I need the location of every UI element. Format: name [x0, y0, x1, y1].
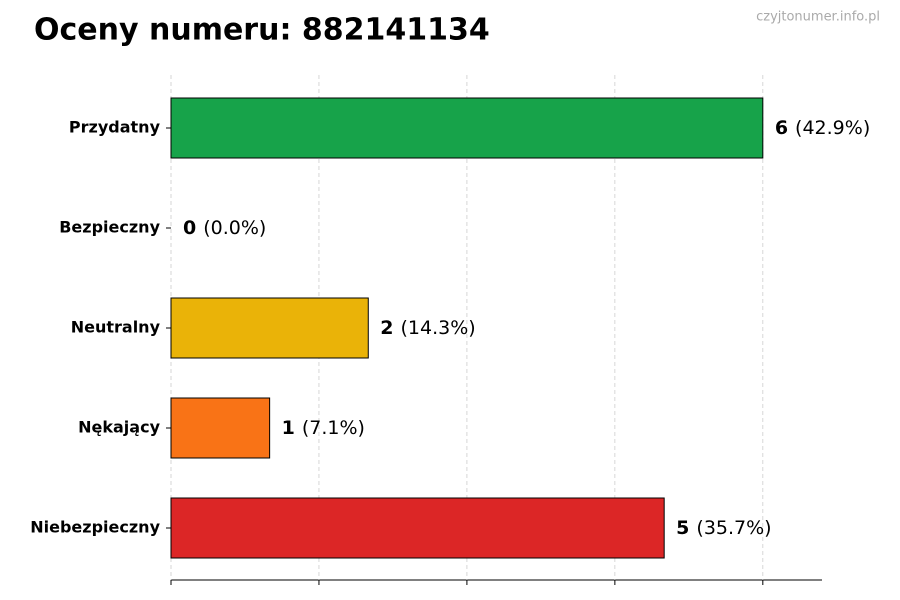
- value-label: 1 (7.1%): [282, 417, 365, 439]
- value-number: 5: [676, 517, 689, 539]
- value-number: 0: [183, 217, 196, 239]
- value-label: 2 (14.3%): [380, 317, 475, 339]
- value-percent: (7.1%): [302, 417, 365, 439]
- value-percent: (42.9%): [795, 117, 870, 139]
- chart-title: Oceny numeru: 882141134: [34, 13, 490, 48]
- y-tick-label: Neutralny: [71, 318, 161, 337]
- bar: [170, 297, 369, 359]
- value-label: 6 (42.9%): [775, 117, 870, 139]
- value-percent: (14.3%): [401, 317, 476, 339]
- bar: [170, 497, 665, 559]
- y-tick-label: Niebezpieczny: [30, 518, 160, 537]
- watermark: czyjtonumer.info.pl: [756, 10, 880, 25]
- bar: [170, 397, 271, 459]
- value-number: 1: [282, 417, 295, 439]
- value-number: 6: [775, 117, 788, 139]
- y-tick-label: Przydatny: [69, 118, 161, 137]
- value-percent: (35.7%): [696, 517, 771, 539]
- value-label: 0 (0.0%): [183, 217, 266, 239]
- value-percent: (0.0%): [203, 217, 266, 239]
- y-tick-label: Bezpieczny: [59, 218, 160, 237]
- y-tick-label: Nękający: [78, 418, 160, 437]
- value-label: 5 (35.7%): [676, 517, 771, 539]
- value-number: 2: [380, 317, 393, 339]
- bar: [170, 97, 764, 159]
